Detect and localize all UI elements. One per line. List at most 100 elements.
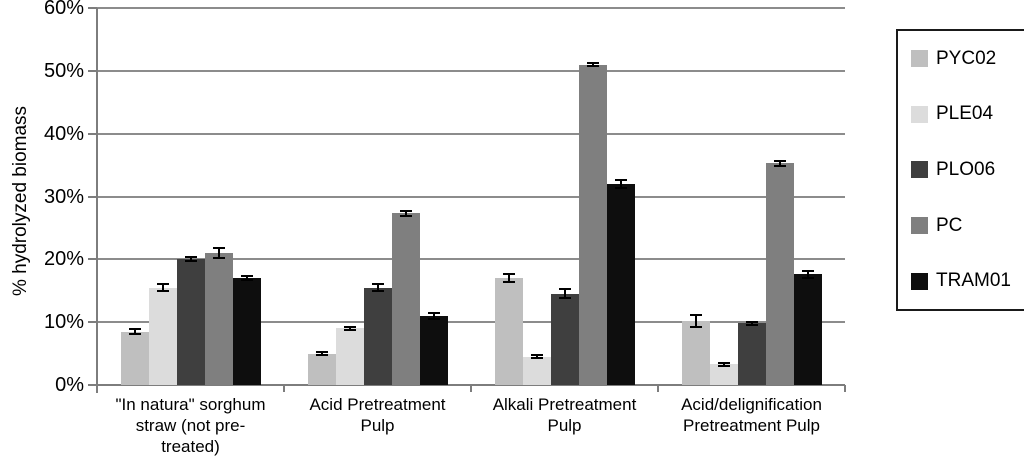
error-bar-cap [427, 311, 440, 314]
error-bar-cap [315, 350, 328, 353]
bar-pc-c4 [765, 163, 794, 385]
error-bar [535, 355, 538, 358]
bar-ple04-c1 [148, 287, 177, 385]
error-bar-cap [614, 187, 627, 190]
legend-item-pc: PC [911, 215, 1024, 237]
error-bar-cap [156, 290, 169, 293]
y-axis-tick [88, 7, 97, 9]
legend-swatch-ple04 [911, 105, 928, 123]
x-axis-category-label: Acid Pretreatment Pulp [309, 395, 446, 435]
legend-label: TRAM01 [936, 270, 1011, 292]
x-axis-tick [96, 385, 98, 392]
error-bar [376, 284, 379, 291]
error-bar-cap [184, 260, 197, 263]
y-axis-tick [88, 195, 97, 198]
x-axis-category-label: Acid/delignification Pretreatment Pulp [681, 395, 822, 435]
legend-swatch-pyc02 [911, 50, 928, 68]
error-bar [722, 363, 725, 366]
error-bar [320, 351, 323, 356]
error-bar-cap [530, 356, 543, 359]
bar-plo06-c3 [550, 293, 579, 385]
gridline [97, 258, 845, 261]
legend-label: PLO06 [936, 158, 996, 180]
legend-label: PYC02 [936, 47, 997, 69]
error-bar-cap [128, 328, 141, 331]
bar-pc-c1 [204, 253, 233, 385]
y-axis-tick [88, 69, 97, 72]
error-bar-cap [586, 65, 599, 68]
error-bar-cap [586, 61, 599, 64]
error-bar-cap [427, 318, 440, 321]
legend-swatch-tram01 [911, 272, 928, 290]
legend-label: PLE04 [936, 103, 994, 125]
error-bar-cap [773, 159, 786, 162]
error-bar-cap [614, 178, 627, 181]
legend-item-pyc02: PYC02 [911, 48, 1024, 70]
bar-tram01-c4 [793, 274, 822, 385]
y-axis-tick-label: 20% [43, 248, 84, 271]
gridline [97, 321, 845, 324]
error-bar-cap [399, 209, 412, 212]
error-bar-cap [558, 297, 571, 300]
bar-tram01-c1 [232, 278, 261, 385]
x-axis-category-label: Alkali Pretreatment Pulp [492, 395, 637, 435]
error-bar-cap [240, 279, 253, 282]
error-bar [348, 326, 351, 331]
error-bar [591, 62, 594, 67]
error-bar [563, 289, 566, 299]
error-bar-cap [689, 326, 702, 329]
gridline [97, 132, 845, 135]
bar-pyc02-c3 [494, 278, 523, 385]
error-bar-cap [128, 333, 141, 336]
bar-pyc02-c2 [307, 353, 336, 385]
legend-label: PC [936, 214, 963, 236]
y-axis-tick [88, 321, 97, 324]
error-bar-cap [801, 270, 814, 273]
error-bar [694, 314, 697, 328]
x-axis-tick [657, 385, 659, 392]
bar-pc-c3 [578, 64, 607, 385]
error-bar-cap [717, 364, 730, 367]
error-bar [750, 321, 753, 326]
bar-ple04-c2 [335, 328, 364, 385]
error-bar [778, 160, 781, 166]
y-axis-tick [88, 132, 97, 135]
error-bar-cap [343, 325, 356, 328]
x-axis-tick [844, 385, 846, 392]
error-bar [507, 274, 510, 282]
y-axis-tick [88, 258, 97, 261]
error-bar [161, 283, 164, 292]
error-bar-cap [773, 164, 786, 167]
bar-plo06-c4 [737, 323, 766, 385]
y-axis-tick-label: 60% [43, 0, 84, 19]
error-bar-cap [558, 288, 571, 291]
x-axis-tick [470, 385, 472, 392]
legend-swatch-plo06 [911, 161, 928, 179]
error-bar-cap [240, 275, 253, 278]
error-bar [432, 312, 435, 320]
error-bar-cap [343, 329, 356, 332]
y-axis-line [96, 8, 98, 393]
y-axis-tick-label: 50% [43, 59, 84, 82]
error-bar-cap [371, 289, 384, 292]
error-bar [133, 329, 136, 335]
bar-tram01-c2 [419, 315, 448, 385]
gridline [97, 7, 845, 9]
bar-ple04-c3 [522, 356, 551, 385]
error-bar-cap [717, 362, 730, 364]
y-axis-tick-label: 30% [43, 185, 84, 208]
legend-item-tram01: TRAM01 [911, 270, 1024, 292]
error-bar [806, 271, 809, 278]
bar-pc-c2 [391, 213, 420, 385]
error-bar-cap [745, 324, 758, 327]
gridline [97, 69, 845, 72]
error-bar-cap [502, 273, 515, 276]
legend-item-ple04: PLE04 [911, 103, 1024, 125]
gridline [97, 195, 845, 198]
y-axis-tick-label: 40% [43, 122, 84, 145]
error-bar-cap [399, 214, 412, 217]
error-bar-cap [184, 256, 197, 259]
bar-ple04-c4 [709, 364, 738, 385]
error-bar-cap [371, 283, 384, 286]
